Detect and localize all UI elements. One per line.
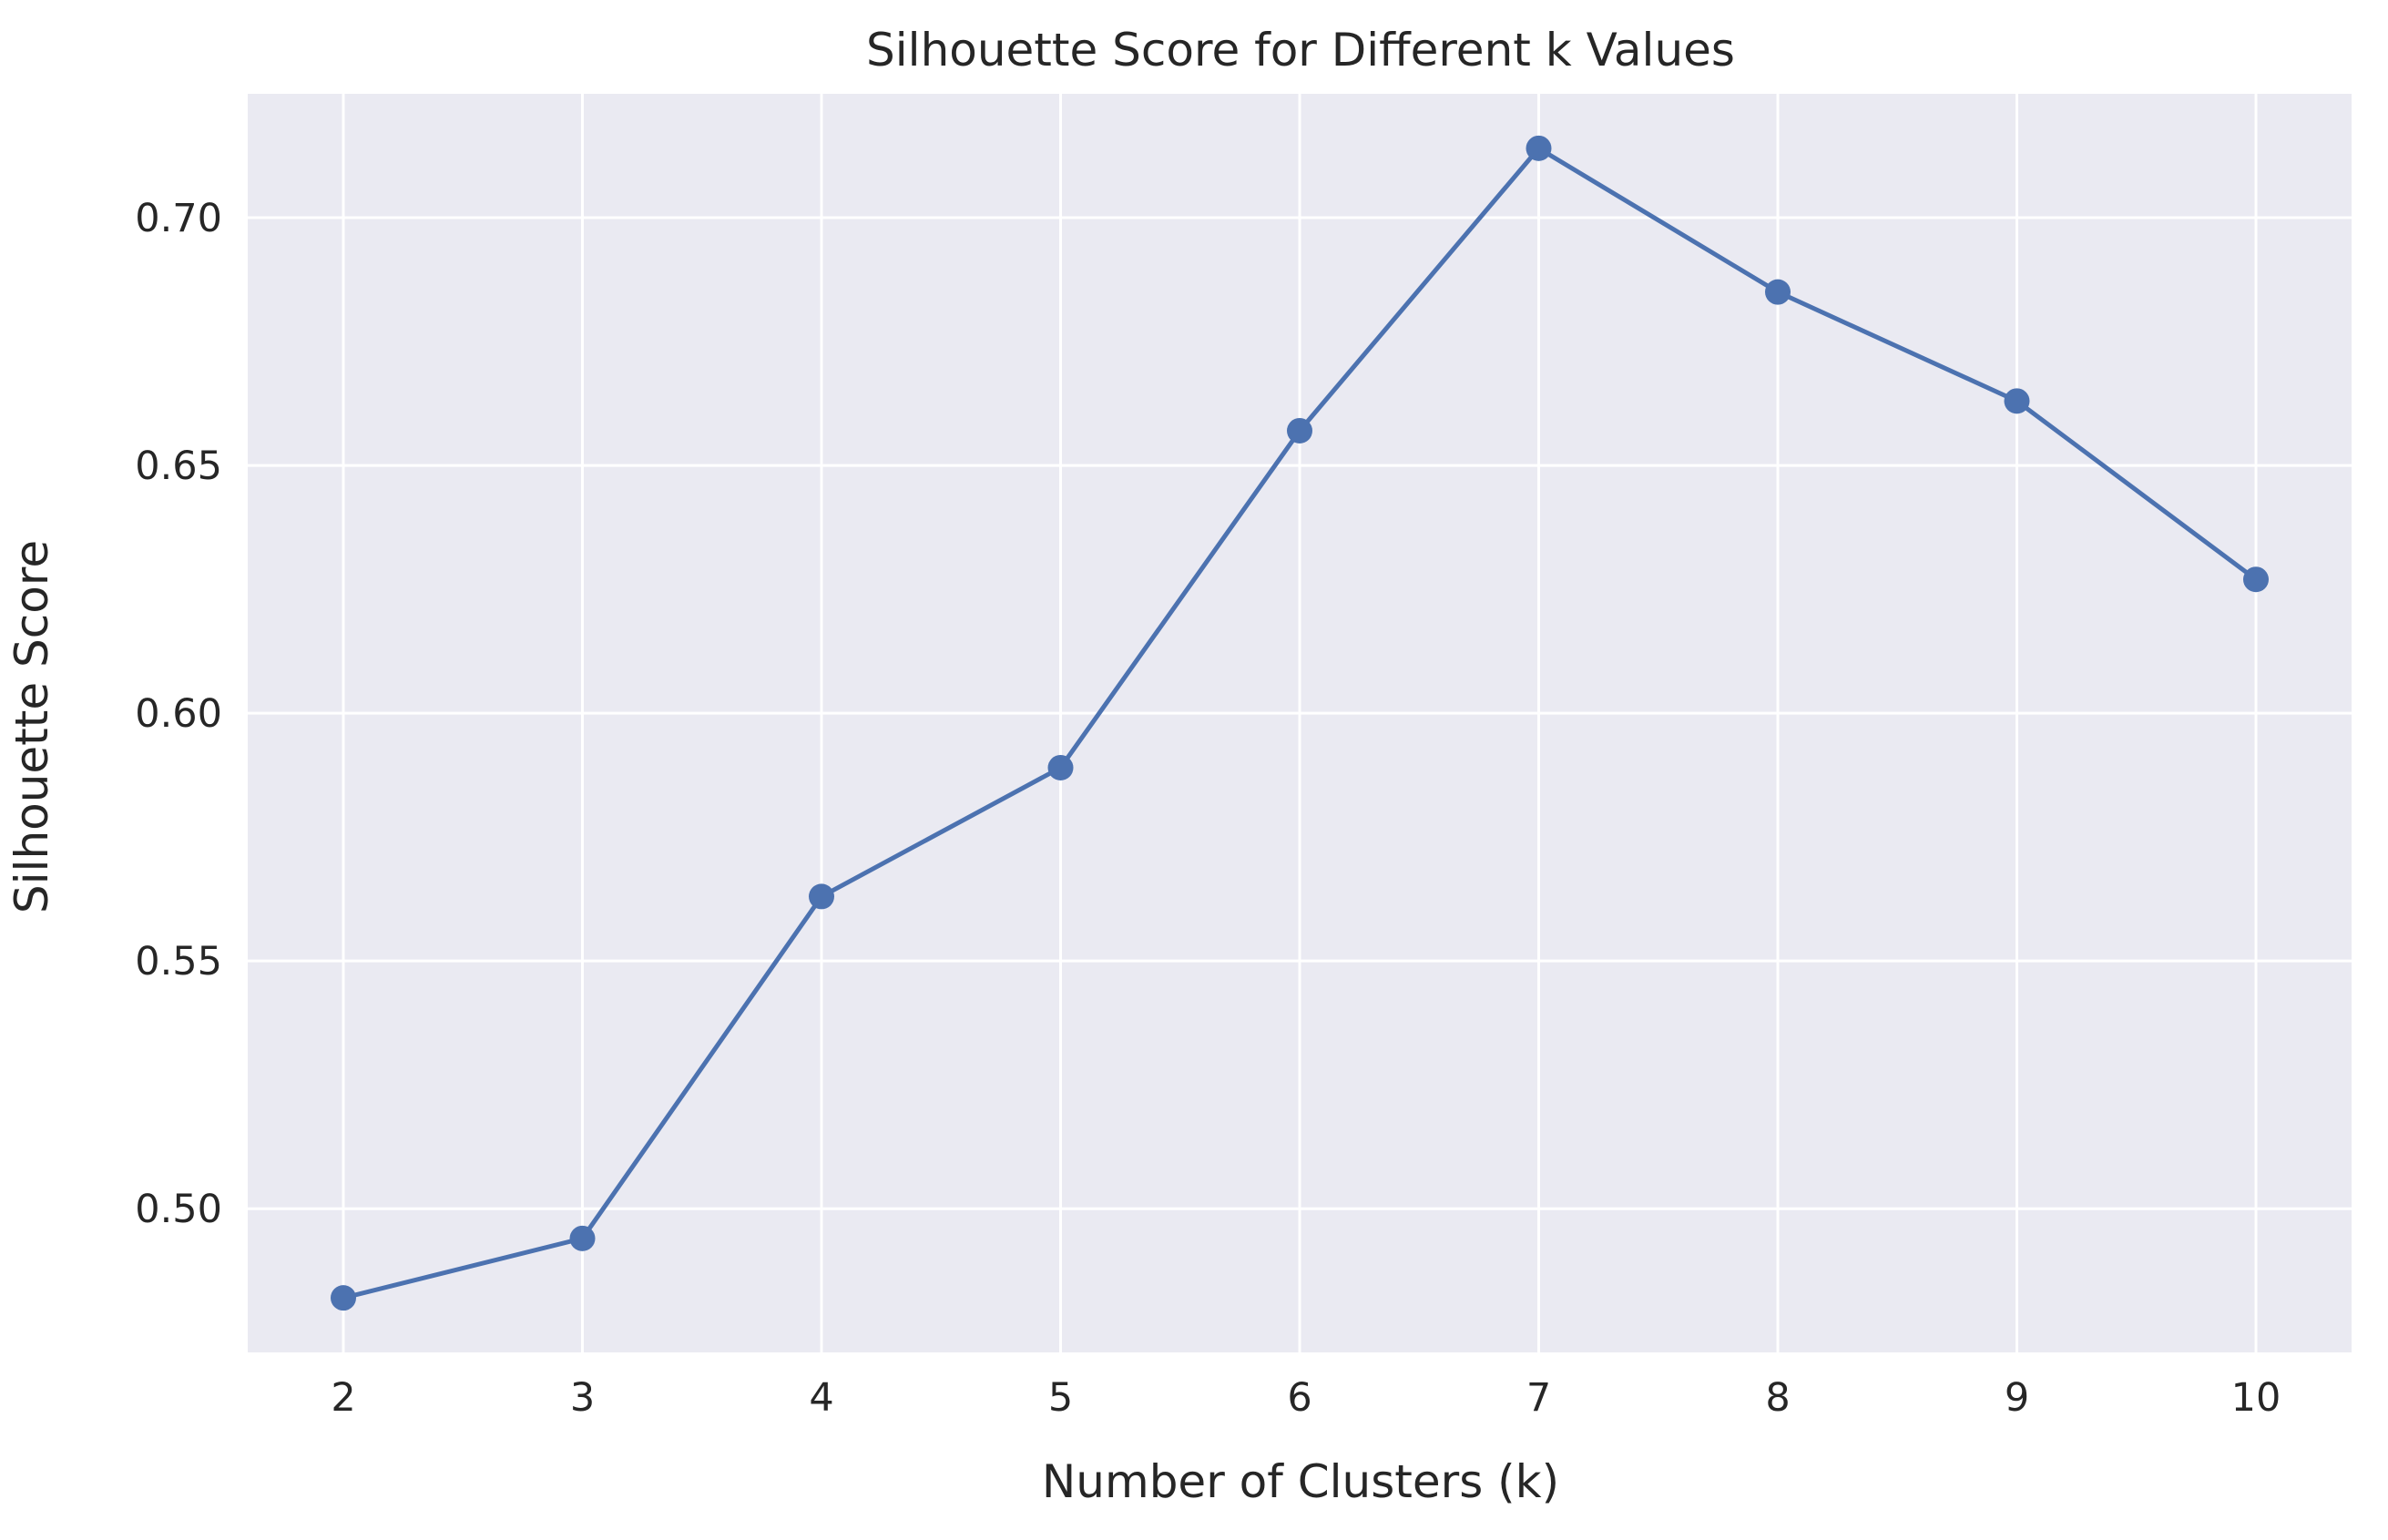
y-tick-label: 0.50 bbox=[135, 1187, 222, 1232]
x-tick-label: 10 bbox=[2231, 1375, 2281, 1421]
y-tick-label: 0.65 bbox=[135, 444, 222, 489]
data-point bbox=[1765, 279, 1791, 305]
y-axis-label: Silhouette Score bbox=[5, 540, 58, 913]
series-layer bbox=[331, 135, 2269, 1311]
x-tick-label: 6 bbox=[1287, 1375, 1311, 1421]
data-point bbox=[331, 1285, 356, 1311]
x-tick-label: 7 bbox=[1526, 1375, 1551, 1421]
data-point bbox=[2004, 388, 2030, 414]
chart-title: Silhouette Score for Different k Values bbox=[866, 24, 1735, 76]
y-tick-labels: 0.50 0.55 0.60 0.65 0.70 bbox=[135, 196, 222, 1232]
x-gridlines bbox=[342, 94, 2258, 1352]
x-tick-label: 2 bbox=[331, 1375, 355, 1421]
y-tick-label: 0.70 bbox=[135, 196, 222, 241]
y-tick-label: 0.55 bbox=[135, 939, 222, 984]
x-tick-labels: 2 3 4 5 6 7 8 9 10 bbox=[331, 1375, 2281, 1421]
data-point bbox=[1047, 754, 1074, 780]
data-point bbox=[1287, 417, 1312, 444]
y-tick-label: 0.60 bbox=[135, 691, 222, 737]
x-tick-label: 8 bbox=[1765, 1375, 1790, 1421]
y-gridlines bbox=[248, 216, 2352, 1210]
x-tick-label: 9 bbox=[2005, 1375, 2029, 1421]
x-axis-label: Number of Clusters (k) bbox=[1042, 1455, 1559, 1508]
x-tick-label: 3 bbox=[570, 1375, 595, 1421]
data-point bbox=[1526, 135, 1552, 161]
data-point bbox=[569, 1225, 596, 1251]
x-tick-label: 4 bbox=[809, 1375, 833, 1421]
data-point bbox=[2243, 566, 2269, 593]
data-point bbox=[809, 883, 834, 910]
x-tick-label: 5 bbox=[1048, 1375, 1073, 1421]
